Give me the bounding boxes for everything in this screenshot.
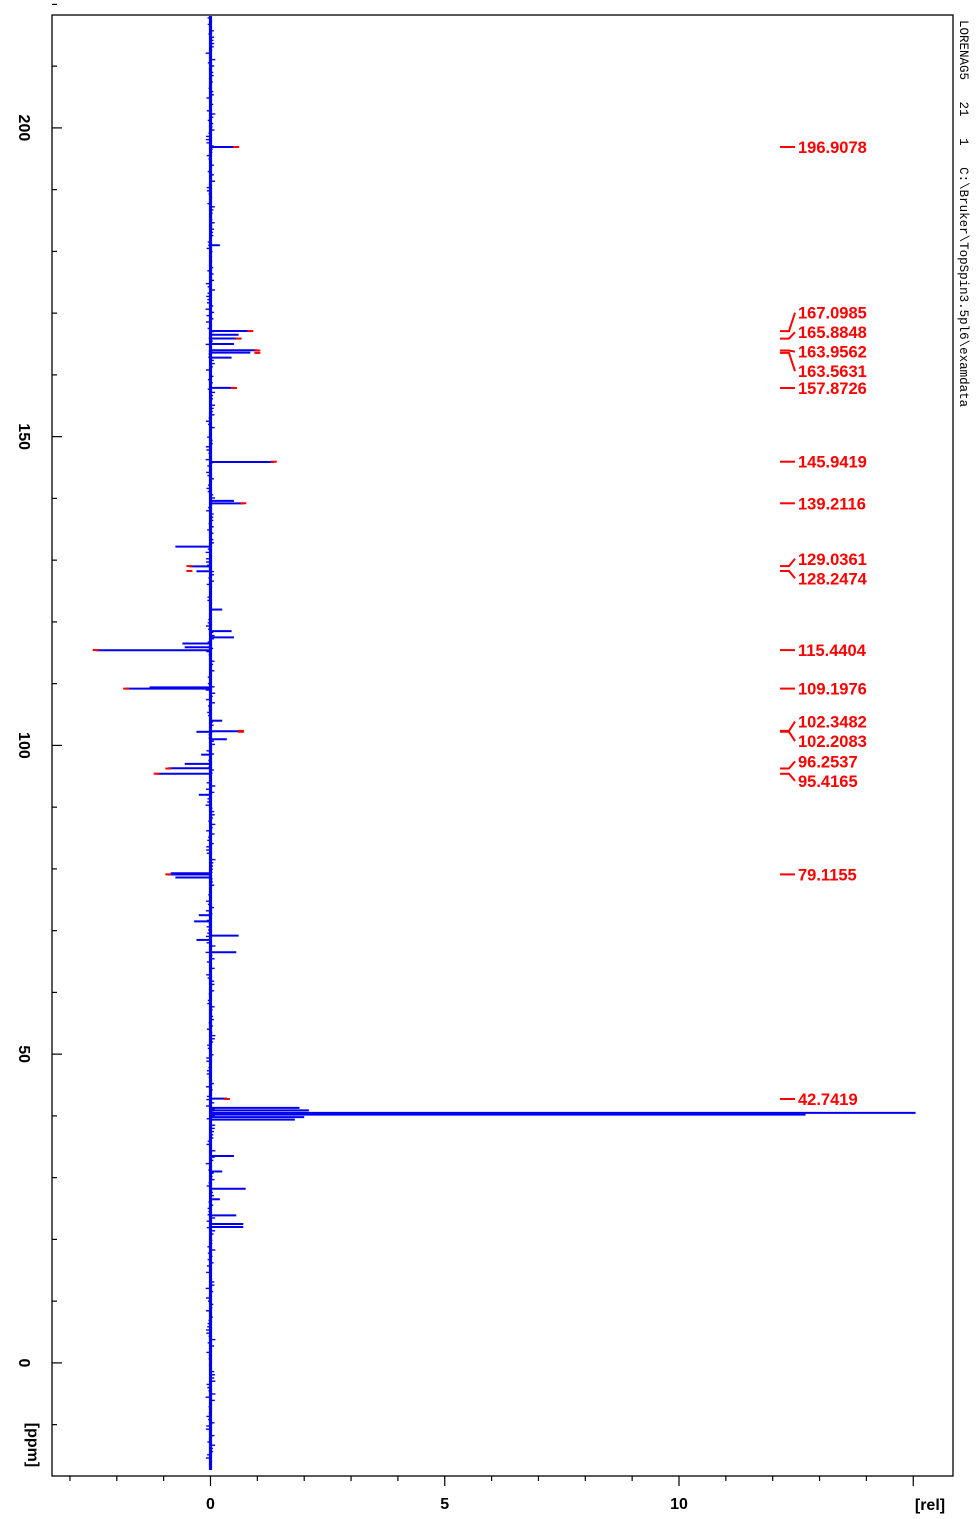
peak-label: 139.2116	[798, 495, 866, 513]
peak-connector	[780, 721, 796, 732]
peak-label: 115.4404	[798, 642, 867, 660]
peak-connector	[780, 760, 796, 770]
peak-label: 163.5631	[798, 363, 867, 381]
peak-label: 163.9562	[798, 344, 867, 362]
dataset-name: LORENAG5	[956, 20, 970, 80]
peak-label: 167.0985	[798, 305, 867, 323]
rel-tick-label: 10	[670, 1496, 688, 1513]
peak-markers	[92, 145, 277, 1100]
peak-connector	[780, 730, 796, 742]
header-text: LORENAG5 21 1 C:\Bruker\TopSpin3.5pl6\ex…	[956, 20, 970, 408]
peak-label: 42.7419	[798, 1091, 858, 1109]
rel-axis-unit: [rel]	[915, 1497, 945, 1514]
peak-label: 79.1155	[798, 866, 857, 884]
ppm-tick-label: 200	[15, 115, 32, 142]
procno: 1	[956, 138, 970, 146]
peak-label: 129.0361	[798, 551, 867, 569]
peak-label: 196.9078	[798, 139, 867, 157]
rel-tick-label: 5	[440, 1496, 449, 1513]
peak-label: 145.9419	[798, 454, 867, 472]
peak-label: 157.8726	[798, 380, 867, 398]
ppm-tick-label: 50	[15, 1045, 32, 1063]
peak-connector	[780, 351, 796, 372]
ppm-axis-unit: [ppm]	[24, 1423, 41, 1467]
peak-label: 102.3482	[798, 714, 867, 732]
peak-label: 109.1976	[798, 681, 867, 699]
ppm-tick-label: 0	[15, 1358, 32, 1367]
peak-label: 95.4165	[798, 773, 858, 791]
peak-label: 96.2537	[798, 753, 858, 771]
peak-label: 165.8848	[798, 324, 867, 342]
peak-connector	[780, 349, 796, 353]
peak-label: 102.2083	[798, 733, 867, 751]
peak-connector	[780, 570, 796, 579]
peak-connector	[780, 772, 796, 782]
file-path: C:\Bruker\TopSpin3.5pl6\examdata	[956, 167, 970, 408]
peak-label: 128.2474	[798, 570, 868, 588]
rel-tick-label: 0	[206, 1496, 215, 1513]
ppm-tick-label: 100	[15, 732, 32, 759]
intensity-axis: 0 5 10	[69, 1476, 914, 1513]
peak-connector	[780, 312, 796, 333]
ppm-axis: 200 150 100 50 0	[15, 3, 62, 1426]
spectrum-trace	[95, 16, 916, 1470]
peak-connector	[780, 558, 796, 568]
expno: 21	[956, 102, 970, 117]
ppm-tick-label: 150	[15, 423, 32, 450]
peak-connector	[780, 331, 796, 340]
